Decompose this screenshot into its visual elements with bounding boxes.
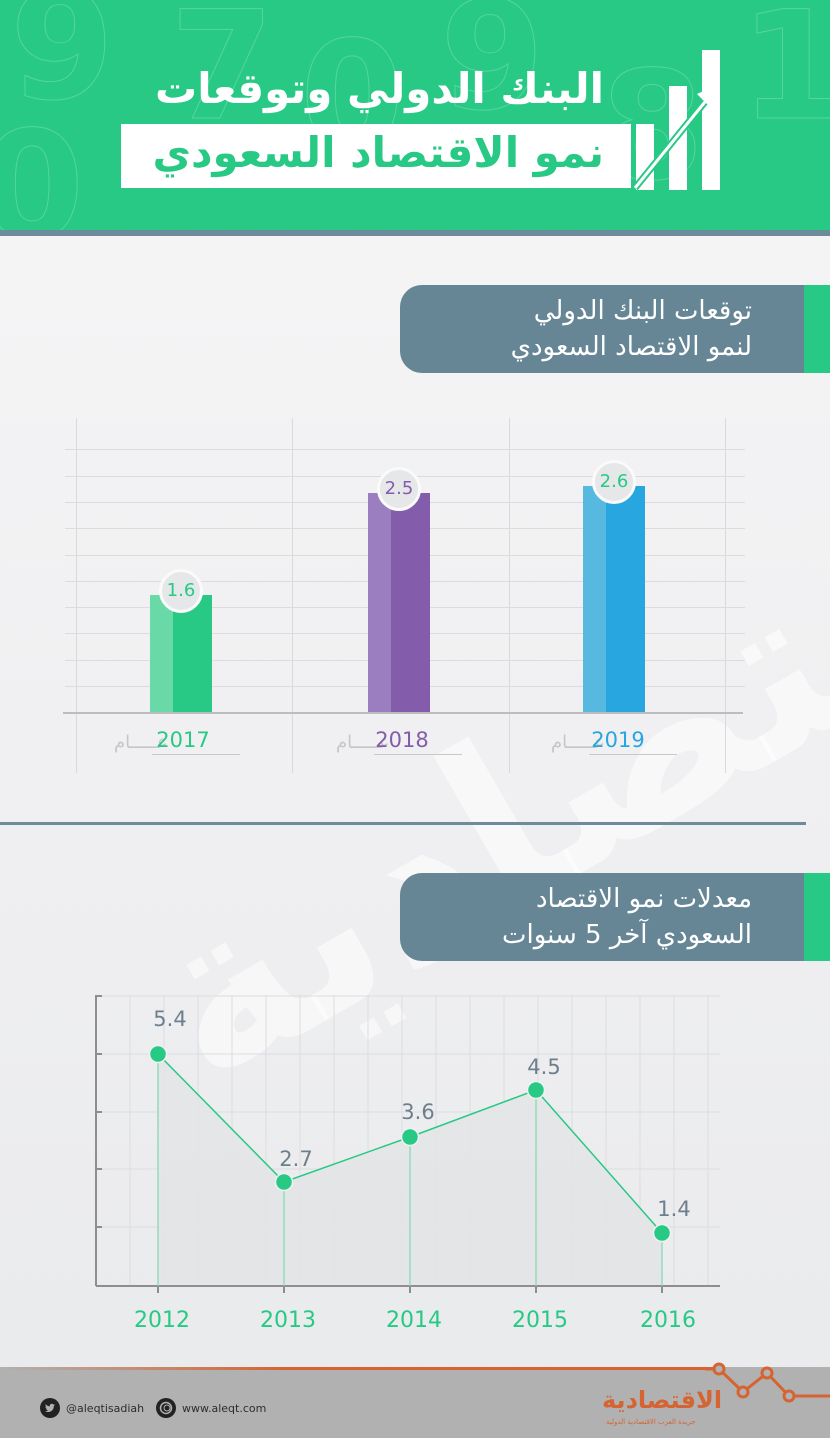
bar-highlight xyxy=(368,493,391,712)
twitter-link[interactable]: @aleqtisadiah xyxy=(40,1398,144,1418)
main-title-line2: نمو الاقتصاد السعودي xyxy=(152,128,604,177)
rising-bar-chart-arrow-icon xyxy=(633,50,720,190)
value-bubble: 2.6 xyxy=(592,460,636,504)
title-highlight-box xyxy=(121,124,631,188)
header-banner: 9 7 0 9 8 1 0 البنك الدولي وتوقعات نمو ا… xyxy=(0,0,830,230)
x-label-2014: 2014 xyxy=(386,1308,442,1333)
decorative-digit: 9 xyxy=(9,0,115,135)
bar-2019: 2.6 xyxy=(583,460,645,712)
decorative-digit: 0 xyxy=(0,100,85,231)
bar-fill xyxy=(606,486,645,712)
point-label-2012: 5.4 xyxy=(153,1007,187,1031)
line-chart-plot xyxy=(95,995,720,1293)
bar-highlight xyxy=(150,595,173,712)
header-divider-strip xyxy=(0,230,830,236)
section-title-text: توقعات البنك الدولي لنمو الاقتصاد السعود… xyxy=(511,293,752,365)
footer-trend-line-icon xyxy=(705,1362,830,1403)
year-word-label: عـــــام xyxy=(551,732,605,753)
value-bubble: 1.6 xyxy=(159,569,203,613)
forecast-bar-chart: 1.6 2.5 2.6 عـــــام 2017 عـــــام 2018 … xyxy=(60,410,760,790)
twitter-handle: @aleqtisadiah xyxy=(66,1401,145,1415)
section-accent-bar xyxy=(804,873,830,961)
value-bubble: 2.5 xyxy=(377,467,421,511)
footer xyxy=(0,1367,830,1438)
point-label-2014: 3.6 xyxy=(401,1100,435,1124)
main-title-line1: البنك الدولي وتوقعات xyxy=(155,64,604,113)
x-axis-baseline xyxy=(63,712,743,714)
section-title-world-bank-forecast: توقعات البنك الدولي لنمو الاقتصاد السعود… xyxy=(400,285,830,373)
bar-2017: 1.6 xyxy=(150,569,212,712)
year-underline xyxy=(374,754,462,755)
x-label-2019: 2019 xyxy=(591,728,645,752)
website-url: www.aleqt.com xyxy=(182,1401,267,1415)
bar-fill xyxy=(391,493,430,712)
section-title-line1: توقعات البنك الدولي xyxy=(533,296,752,326)
x-label-2017: 2017 xyxy=(156,728,210,752)
section-title-line2: السعودي آخر 5 سنوات xyxy=(502,920,752,950)
grid-vertical xyxy=(509,418,510,773)
twitter-icon xyxy=(40,1398,60,1418)
growth-line-chart: 5.4 2.7 3.6 4.5 1.4 2012 2013 2014 2015 … xyxy=(80,985,730,1345)
x-label-2015: 2015 xyxy=(512,1308,568,1333)
grid-horizontal xyxy=(65,449,745,450)
x-label-2012: 2012 xyxy=(134,1308,190,1333)
year-word-label: عـــــام xyxy=(336,732,390,753)
section-title-line1: معدلات نمو الاقتصاد xyxy=(535,884,752,914)
x-label-2016: 2016 xyxy=(640,1308,696,1333)
section-divider xyxy=(0,822,806,825)
year-underline xyxy=(589,754,677,755)
section-title-growth-rates: معدلات نمو الاقتصاد السعودي آخر 5 سنوات xyxy=(400,873,830,961)
section-title-text: معدلات نمو الاقتصاد السعودي آخر 5 سنوات xyxy=(502,881,752,953)
point-label-2013: 2.7 xyxy=(279,1147,313,1171)
globe-icon xyxy=(156,1398,176,1418)
bar-highlight xyxy=(583,486,606,712)
decorative-digit: 9 xyxy=(439,0,545,145)
footer-accent-line xyxy=(0,1367,720,1370)
grid-vertical xyxy=(725,418,726,773)
brand-logo: الاقتصادية xyxy=(602,1386,723,1414)
point-label-2016: 1.4 xyxy=(657,1197,691,1221)
x-label-2018: 2018 xyxy=(375,728,429,752)
x-label-2013: 2013 xyxy=(260,1308,316,1333)
section-accent-bar xyxy=(804,285,830,373)
bar-2018: 2.5 xyxy=(368,467,430,712)
website-link[interactable]: www.aleqt.com xyxy=(156,1398,266,1418)
section-title-line2: لنمو الاقتصاد السعودي xyxy=(510,332,752,362)
point-label-2015: 4.5 xyxy=(527,1055,561,1079)
bar-fill xyxy=(173,595,212,712)
year-word-label: عـــــام xyxy=(114,732,168,753)
grid-vertical xyxy=(292,418,293,773)
decorative-digit: 1 xyxy=(739,0,830,155)
year-underline xyxy=(152,754,240,755)
brand-tagline: جريدة العرب الاقتصادية الدولية xyxy=(606,1418,696,1426)
grid-vertical xyxy=(76,418,77,773)
